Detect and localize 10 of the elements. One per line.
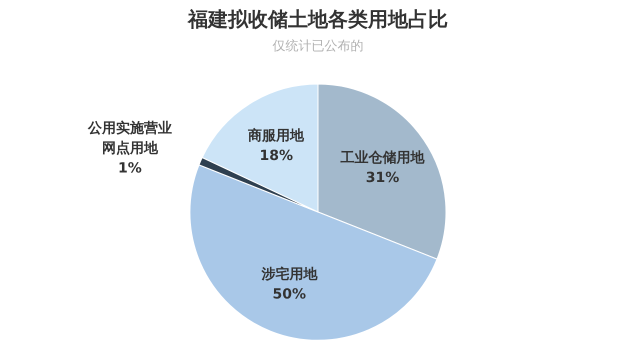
data-label: 18% bbox=[259, 148, 293, 164]
slice-label: 涉宅用地 bbox=[260, 266, 318, 283]
chart-title: 福建拟收储土地各类用地占比 bbox=[187, 7, 448, 31]
chart-subtitle: 仅统计已公布的 bbox=[272, 39, 364, 54]
slice-label: 商服用地 bbox=[247, 127, 306, 144]
slice-label: 公用实施营业网点用地 bbox=[86, 120, 172, 157]
data-label: 31% bbox=[366, 170, 400, 186]
slice-label: 工业仓储用地 bbox=[340, 150, 426, 166]
data-label: 50% bbox=[272, 286, 306, 303]
data-label: 1% bbox=[118, 160, 142, 177]
